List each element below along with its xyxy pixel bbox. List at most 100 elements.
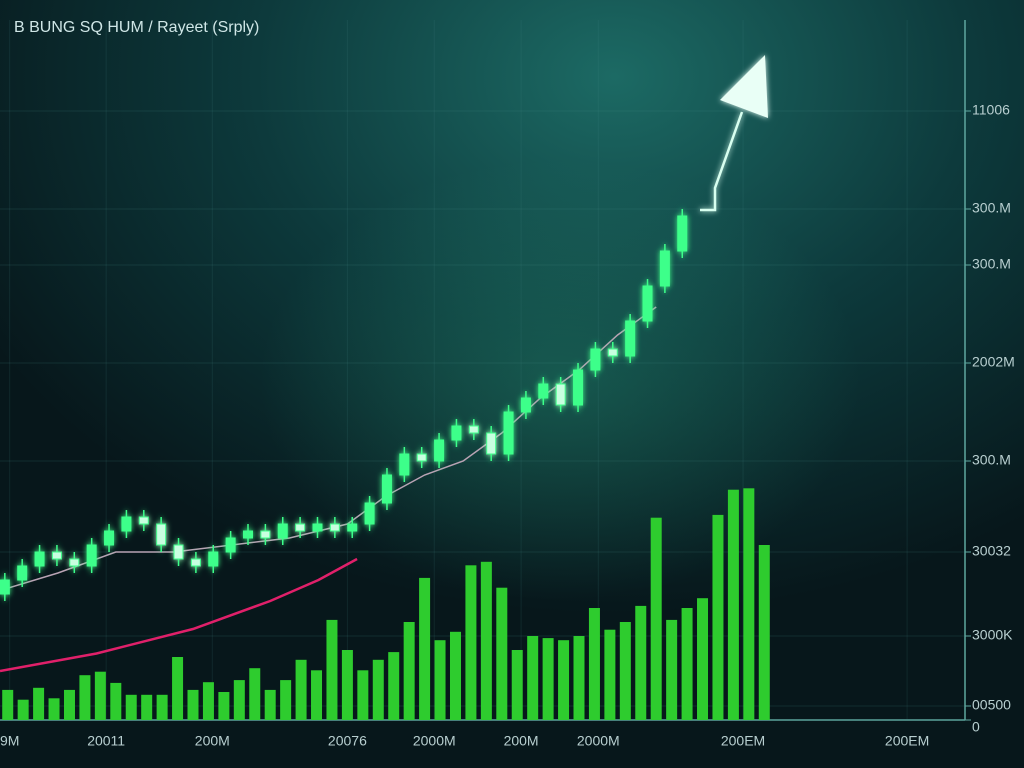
y-tick-label: 0 [972,719,980,735]
candle-body [590,348,601,371]
volume-bar [311,670,323,720]
volume-bar [496,587,508,720]
candle-body [503,411,514,455]
candle-body [677,215,688,252]
candle-body [434,439,445,462]
volume-bar [480,561,492,720]
candle-body [468,425,479,434]
volume-bar [465,565,477,720]
y-tick-label: 11006 [972,102,1010,118]
volume-bar [527,636,539,720]
volume-bar [588,608,600,720]
volume-bar [233,680,245,720]
volume-bar [511,650,523,720]
volume-bar [172,657,184,720]
candle-body [225,537,236,553]
volume-bar [125,694,137,720]
volume-bar [449,631,461,720]
volume-bar [619,622,631,720]
candle-body [104,530,115,546]
candle-body [208,551,219,567]
volume-bar [48,698,60,720]
candle-body [295,523,306,532]
candle-body [659,250,670,287]
y-tick-label: 30032 [972,543,1011,559]
candle-body [538,383,549,399]
volume-bar [264,689,276,720]
candle-body [329,523,340,532]
candle-body [0,579,10,595]
candle-body [156,523,167,546]
volume-bar [712,514,724,720]
x-tick-label: 200EM [721,733,765,749]
y-tick-label: 00500 [972,697,1011,713]
volume-bar [388,652,400,720]
x-tick-label: 20011 [87,733,125,749]
volume-bar [434,640,446,720]
chart-title: B BUNG SQ HUM / Rayeet (Srply) [14,19,259,36]
volume-bar [202,682,214,720]
candles [0,209,688,601]
volume-bar [758,545,770,720]
y-tick-label: 300.M [972,256,1011,272]
candle-body [260,530,271,539]
volume-bar [419,577,431,720]
volume-bar [156,694,168,720]
trend-arrow-head [720,55,768,118]
y-tick-label: 300.M [972,200,1011,216]
x-tick-label: 200M [195,733,230,749]
y-tick-label: 300.M [972,452,1011,468]
candle-body [277,523,288,539]
volume-bar [141,694,153,720]
volume-bar [218,692,230,720]
candle-body [51,551,62,560]
candle-body [416,453,427,462]
x-tick-label: 2000M [413,733,456,749]
volume-bar [187,689,199,720]
volume-bar [403,622,415,720]
candle-body [138,516,149,525]
volume-bar [326,619,338,720]
trend-arrow-line [700,111,744,212]
volume-bar [650,517,662,720]
volume-bar [63,689,75,720]
volume-bar [558,640,570,720]
y-tick-label: 2002M [972,354,1015,370]
volume-bar [17,699,29,720]
x-tick-label: 200M [504,733,539,749]
volume-bar [372,659,384,720]
volume-bar [697,598,709,720]
x-tick-label: 200EM [885,733,929,749]
candle-body [486,432,497,455]
volume-bar [33,687,45,720]
x-tick-label: 9M [0,733,19,749]
x-tick-label: 20076 [328,733,367,749]
volume-bar [249,668,261,720]
candle-body [381,474,392,504]
plot-area: 11006 300.M 300.M 2002M 300.M 30032 3000K 00500… [0,20,1015,749]
volume-bar [110,682,122,720]
volume-bar [681,608,693,720]
candle-body [173,544,184,560]
moving-average-line [0,557,358,673]
candle-body [520,397,531,413]
volume-bar [604,629,616,720]
candle-body [555,383,566,406]
volume-bar [743,488,755,720]
volume-bar [666,619,678,720]
candle-body [625,320,636,357]
volume-bar [357,670,369,720]
volume-bar [280,680,292,720]
x-tick-label: 2000M [577,733,620,749]
candle-body [86,544,97,567]
volume-bar [341,650,353,720]
candle-body [312,523,323,532]
volume-bar [542,638,554,720]
candle-body [399,453,410,476]
candle-body [69,558,80,567]
candle-body [347,523,358,532]
candle-body [607,348,618,357]
candle-body [573,369,584,406]
